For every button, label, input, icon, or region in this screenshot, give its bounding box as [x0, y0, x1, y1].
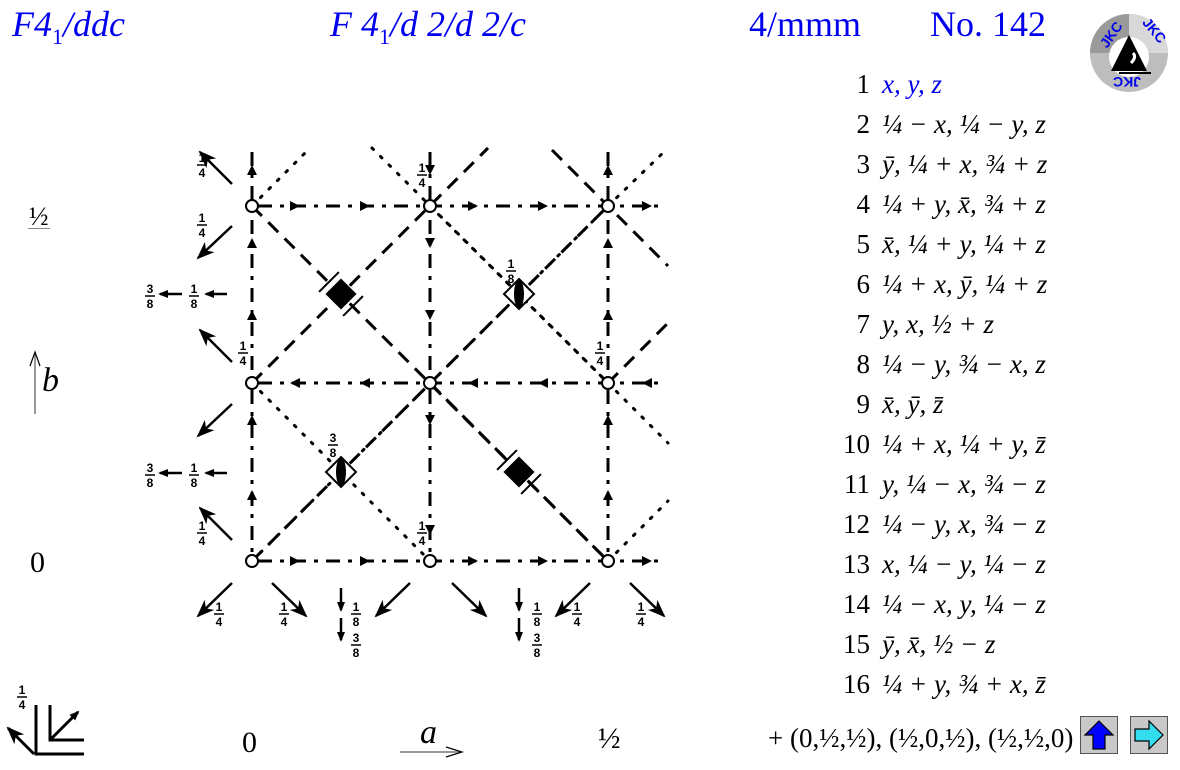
- diagram-fraction-labels: 14 14 38 18 14 14 18 14 38 38 18 14 14 1…: [17, 151, 646, 712]
- y-axis-zero-label: 0: [30, 546, 45, 579]
- svg-text:3: 3: [534, 631, 541, 645]
- svg-text:4: 4: [199, 166, 206, 180]
- y-axis-half-label: ½: [28, 201, 50, 231]
- svg-text:JKC: JKC: [1113, 74, 1141, 90]
- svg-text:1: 1: [199, 519, 206, 533]
- svg-text:4: 4: [240, 354, 247, 368]
- svg-text:4: 4: [419, 176, 426, 190]
- x-axis-half-label: ½: [598, 722, 621, 755]
- b-axis-label: b: [42, 362, 59, 399]
- nav-up-button[interactable]: [1080, 716, 1118, 754]
- svg-text:1: 1: [597, 339, 604, 353]
- svg-text:1: 1: [281, 600, 288, 614]
- svg-text:1: 1: [353, 600, 360, 614]
- svg-text:1: 1: [419, 161, 426, 175]
- svg-text:4: 4: [419, 534, 426, 548]
- svg-text:1: 1: [508, 257, 515, 271]
- svg-text:3: 3: [147, 282, 154, 296]
- glide-arrows: [247, 165, 652, 566]
- centering-translations: + (0,½,½), (½,0,½), (½,½,0): [768, 723, 1074, 753]
- svg-text:8: 8: [353, 646, 360, 660]
- svg-text:8: 8: [330, 446, 337, 460]
- full-symbol: F 41/d 2/d 2/c: [330, 4, 526, 49]
- svg-text:1: 1: [191, 282, 198, 296]
- svg-text:4: 4: [574, 615, 581, 629]
- rotoinversion-axes: [324, 277, 536, 489]
- svg-text:4: 4: [638, 615, 645, 629]
- svg-text:3: 3: [353, 631, 360, 645]
- svg-text:8: 8: [147, 476, 154, 490]
- svg-text:1: 1: [19, 683, 26, 697]
- svg-text:4: 4: [19, 698, 26, 712]
- short-symbol: F41/ddc: [12, 4, 125, 49]
- svg-text:1: 1: [191, 461, 198, 475]
- outer-axis-arrows: [158, 150, 666, 642]
- a-axis-label: a: [420, 714, 437, 751]
- space-group-number: No. 142: [930, 4, 1046, 44]
- svg-text:8: 8: [147, 297, 154, 311]
- svg-text:4: 4: [199, 534, 206, 548]
- svg-text:4: 4: [199, 226, 206, 240]
- svg-text:1: 1: [199, 211, 206, 225]
- svg-text:1: 1: [534, 600, 541, 614]
- jkc-logo-icon: JKC JKC JKC: [1090, 14, 1170, 92]
- svg-text:1: 1: [574, 600, 581, 614]
- svg-text:8: 8: [534, 615, 541, 629]
- legend-symbol: [6, 705, 84, 756]
- svg-text:3: 3: [330, 431, 337, 445]
- arrow-right-icon: [1134, 719, 1164, 751]
- svg-text:8: 8: [353, 615, 360, 629]
- svg-text:1: 1: [240, 339, 247, 353]
- nav-next-button[interactable]: [1130, 716, 1168, 754]
- svg-text:1: 1: [419, 519, 426, 533]
- svg-text:4: 4: [281, 615, 288, 629]
- x-axis-zero-label: 0: [242, 726, 257, 759]
- svg-text:3: 3: [147, 461, 154, 475]
- svg-text:1: 1: [638, 600, 645, 614]
- svg-text:8: 8: [508, 272, 515, 286]
- point-group: 4/mmm: [749, 4, 862, 44]
- svg-text:4: 4: [216, 615, 223, 629]
- svg-text:1: 1: [199, 151, 206, 165]
- arrow-up-icon: [1083, 720, 1115, 750]
- svg-text:4: 4: [597, 354, 604, 368]
- svg-text:8: 8: [191, 297, 198, 311]
- svg-text:8: 8: [191, 476, 198, 490]
- svg-text:8: 8: [534, 646, 541, 660]
- svg-text:1: 1: [216, 600, 223, 614]
- inversion-centers: [245, 199, 615, 568]
- jkc-logo[interactable]: JKC JKC JKC: [1089, 13, 1170, 93]
